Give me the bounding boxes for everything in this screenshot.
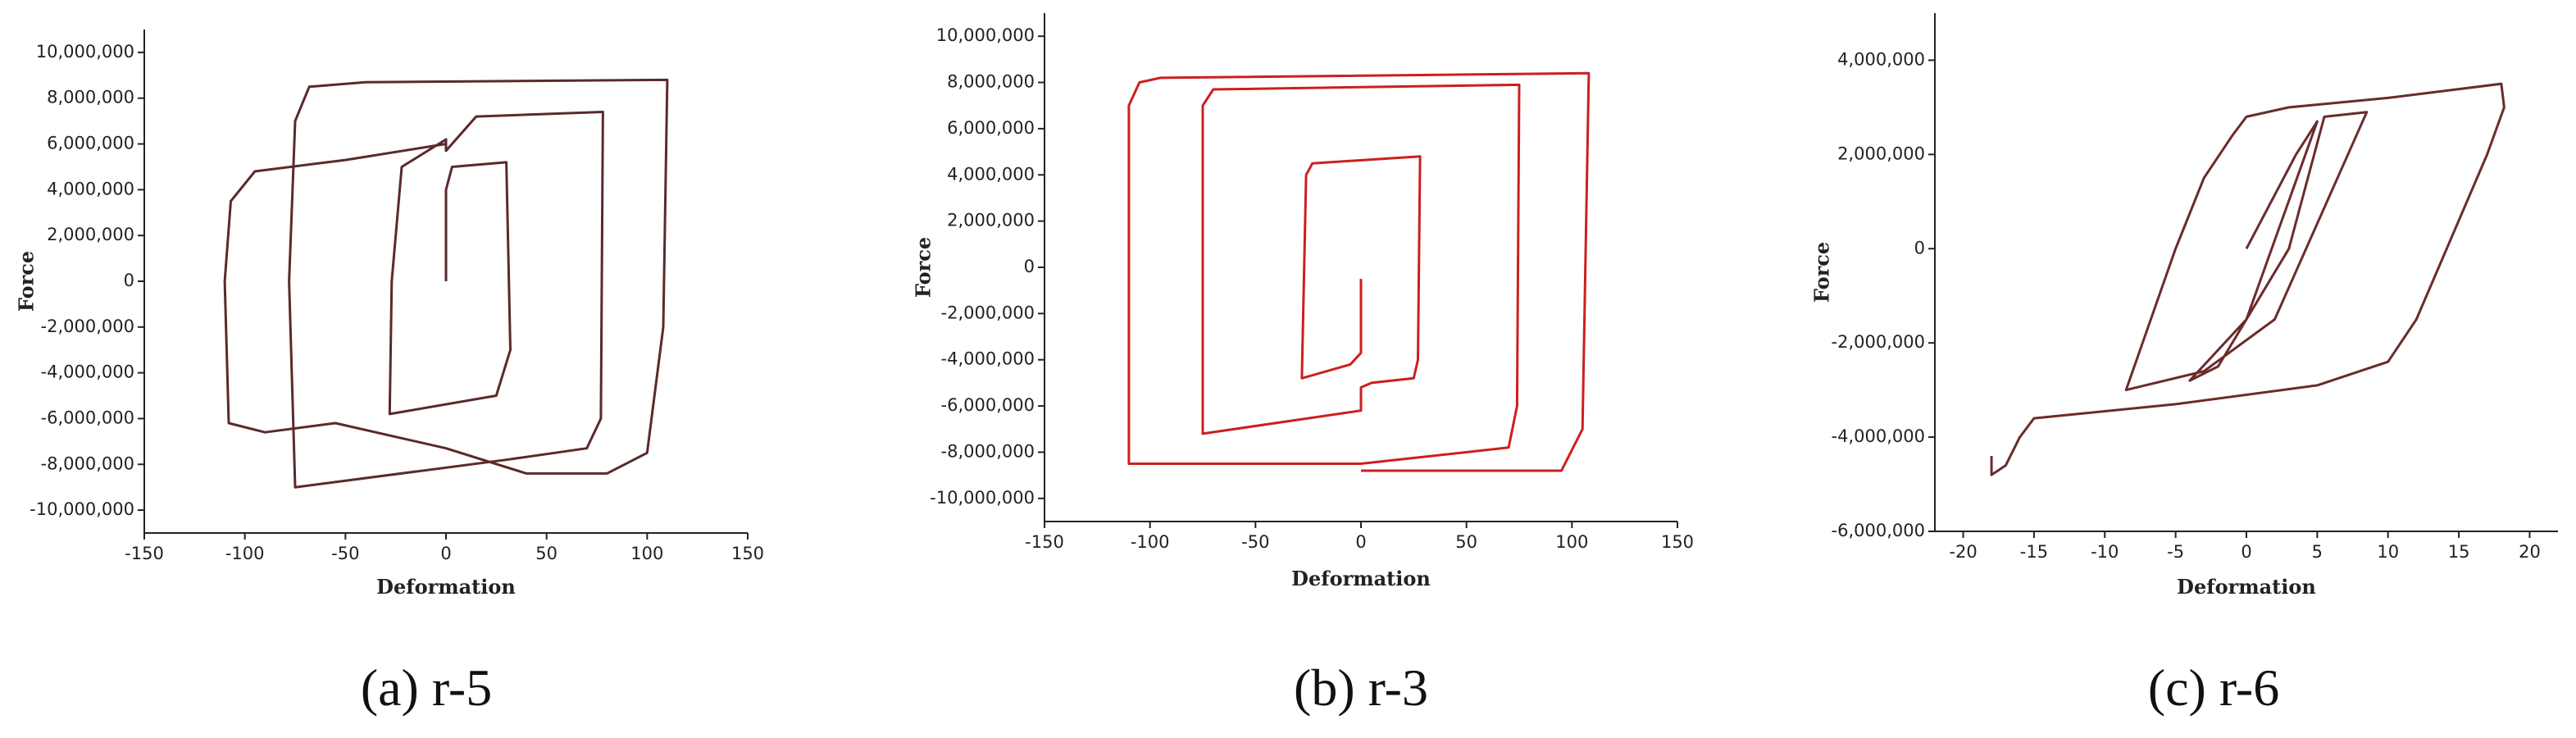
y-tick-label: -4,000,000 [1832, 426, 1925, 446]
x-tick-label: 0 [440, 544, 451, 563]
x-tick-label: 150 [1661, 532, 1694, 552]
y-tick-label: 0 [1024, 257, 1035, 276]
y-tick-label: 4,000,000 [47, 179, 134, 198]
x-tick-label: 20 [2519, 542, 2541, 562]
y-tick-label: 8,000,000 [947, 72, 1035, 92]
y-tick-label: 6,000,000 [947, 118, 1035, 138]
hysteresis-curve [1990, 82, 2505, 476]
x-tick-label: 50 [1455, 532, 1477, 552]
y-tick-label: -6,000,000 [941, 395, 1035, 415]
y-tick-label: -2,000,000 [1832, 332, 1925, 352]
x-tick-label: 5 [2312, 542, 2323, 562]
caption: (c) r-6 [2148, 658, 2279, 717]
caption: (a) r-5 [361, 658, 492, 717]
y-tick-label: 6,000,000 [47, 134, 134, 153]
x-tick-label: 10 [2377, 542, 2399, 562]
y-tick-label: 8,000,000 [47, 88, 134, 107]
y-tick-label: 4,000,000 [1837, 49, 1925, 69]
y-tick-label: 10,000,000 [36, 42, 134, 61]
x-axis-label: Deformation [376, 575, 516, 599]
x-tick-label: -100 [225, 544, 265, 563]
y-tick-label: 2,000,000 [1837, 144, 1925, 163]
y-tick-label: -4,000,000 [41, 362, 134, 382]
x-axis-label: Deformation [1291, 567, 1431, 590]
y-axis-label: Force [911, 237, 935, 298]
y-tick-label: 2,000,000 [47, 225, 134, 244]
y-tick-label: -6,000,000 [1832, 521, 1925, 540]
y-axis-label: Force [1809, 242, 1833, 303]
y-tick-label: -10,000,000 [930, 488, 1035, 508]
y-tick-label: -2,000,000 [41, 317, 134, 336]
y-tick-label: 2,000,000 [947, 211, 1035, 230]
x-tick-label: -150 [1025, 532, 1064, 552]
x-tick-label: -50 [1241, 532, 1269, 552]
x-tick-label: -10 [2091, 542, 2119, 562]
hysteresis-curve [223, 78, 669, 489]
x-tick-label: -5 [2167, 542, 2184, 562]
x-axis-label: Deformation [2177, 575, 2316, 599]
x-tick-label: 0 [1355, 532, 1366, 552]
y-tick-label: 0 [1914, 238, 1925, 257]
x-tick-label: -150 [125, 544, 164, 563]
x-tick-label: -20 [1949, 542, 1977, 562]
hysteresis-curve [1127, 71, 1591, 472]
x-tick-label: 150 [731, 544, 764, 563]
x-tick-label: 50 [535, 544, 558, 563]
x-tick-label: 15 [2448, 542, 2470, 562]
x-tick-label: -100 [1131, 532, 1170, 552]
x-tick-label: 100 [1555, 532, 1588, 552]
y-tick-label: -4,000,000 [941, 349, 1035, 369]
x-tick-label: 0 [2241, 542, 2251, 562]
caption: (b) r-3 [1294, 658, 1428, 717]
y-tick-label: -2,000,000 [941, 303, 1035, 322]
y-tick-label: 10,000,000 [936, 25, 1035, 45]
y-axis-label: Force [14, 251, 38, 312]
x-tick-label: 100 [630, 544, 663, 563]
y-tick-label: -6,000,000 [41, 408, 134, 427]
y-tick-label: 0 [124, 271, 134, 290]
y-tick-label: -8,000,000 [41, 453, 134, 473]
y-tick-label: -10,000,000 [30, 499, 134, 519]
y-tick-label: 4,000,000 [947, 164, 1035, 184]
x-tick-label: -15 [2020, 542, 2048, 562]
x-tick-label: -50 [331, 544, 359, 563]
y-tick-label: -8,000,000 [941, 441, 1035, 461]
